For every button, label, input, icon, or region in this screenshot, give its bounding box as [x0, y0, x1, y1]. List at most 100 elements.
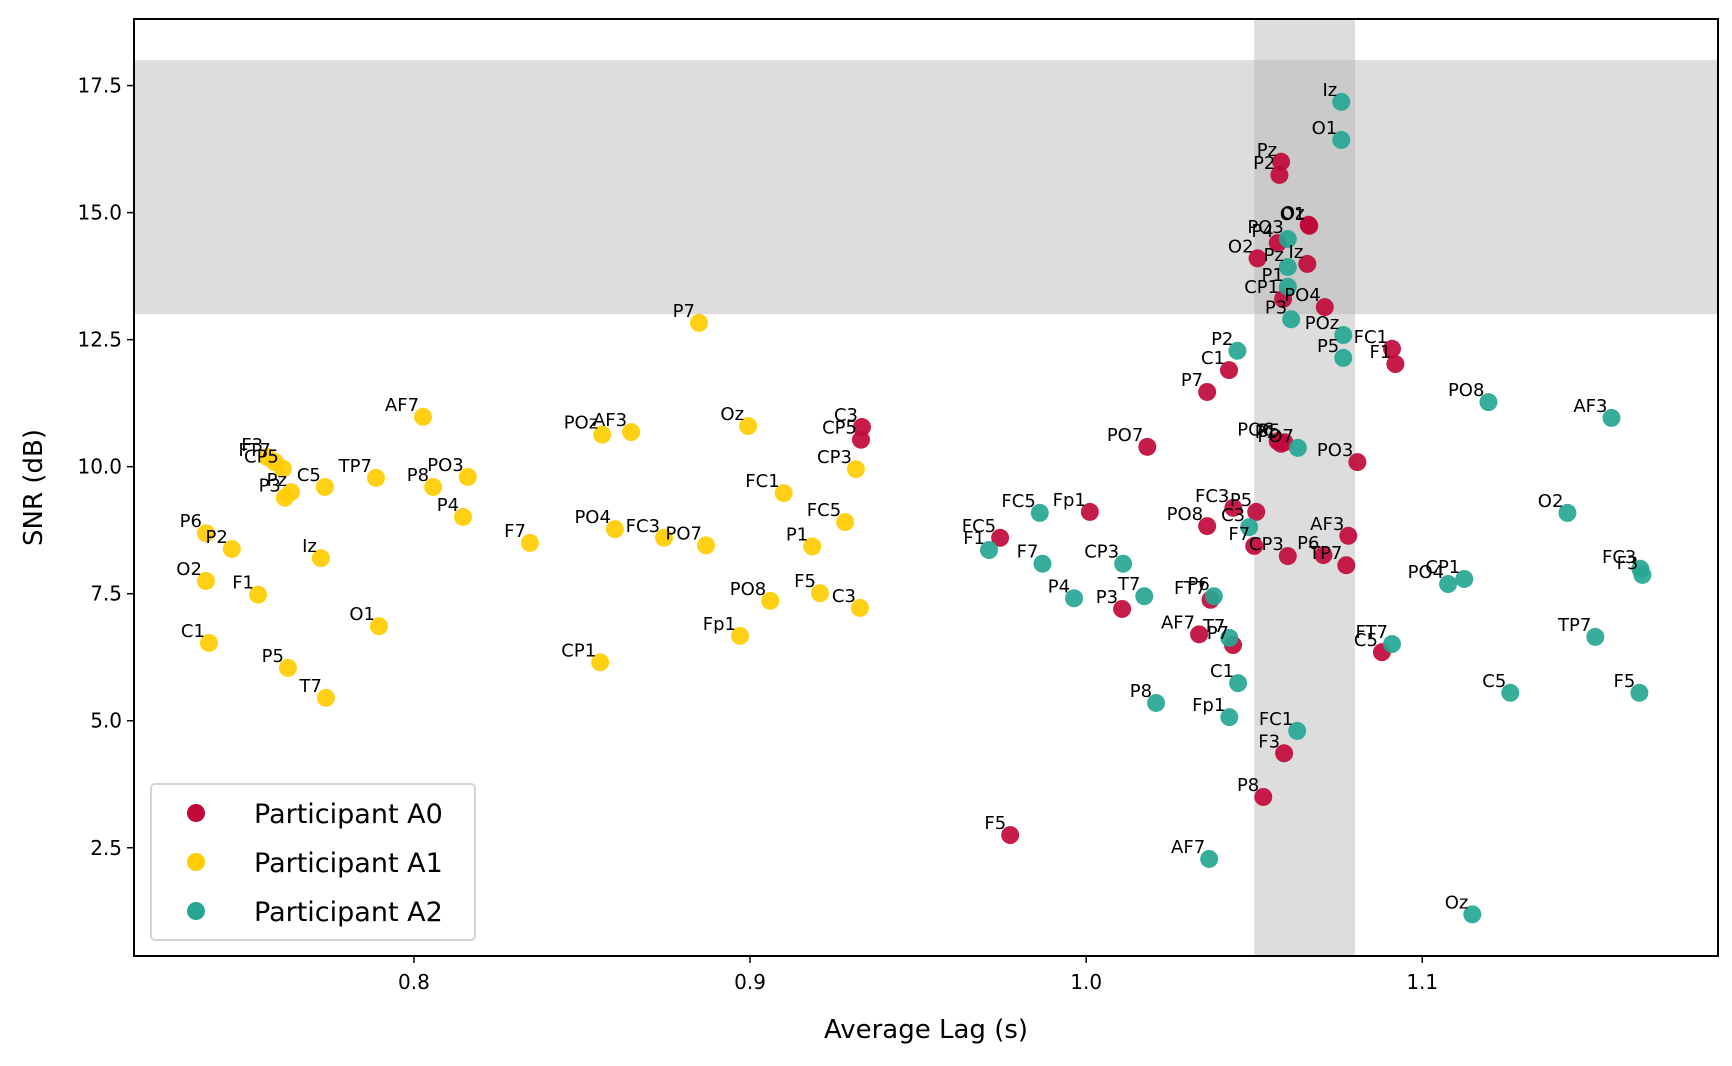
x-axis-ticks: 0.8 0.9 1.0 1.1 — [398, 956, 1438, 994]
point-label: Oz — [1281, 203, 1305, 224]
legend[interactable]: Participant A0 Participant A1 Participant … — [150, 783, 476, 941]
point-label: CP5 — [244, 447, 279, 468]
data-point — [1190, 625, 1209, 644]
y-tick-label: 2.5 — [90, 836, 122, 860]
data-point — [1220, 708, 1239, 727]
data-point — [458, 467, 477, 486]
point-label: T7 — [1117, 574, 1140, 595]
point-label: PO8 — [730, 579, 766, 600]
point-label: TP7 — [1557, 615, 1591, 636]
y-axis-ticks: 2.5 5.0 7.5 10.0 12.5 15.0 17.5 — [77, 74, 134, 860]
point-label: TP7 — [1308, 543, 1342, 564]
data-point — [454, 507, 473, 526]
point-label: C5 — [1482, 671, 1506, 692]
data-point — [1332, 130, 1351, 149]
point-label: AF7 — [1171, 837, 1205, 858]
data-point — [1630, 683, 1649, 702]
point-label: Oz — [720, 404, 744, 425]
point-label: Pz — [1263, 245, 1283, 266]
data-point — [1200, 849, 1219, 868]
legend-label: Participant A0 — [254, 799, 443, 830]
point-label: AF7 — [1161, 612, 1195, 633]
data-point — [1314, 546, 1333, 565]
data-point — [1586, 627, 1605, 646]
point-label: PO4 — [574, 507, 610, 528]
point-label: C5 — [1354, 630, 1378, 651]
data-point — [1204, 587, 1223, 606]
point-label: AF3 — [593, 410, 627, 431]
point-label: CP1 — [561, 640, 596, 661]
data-point — [1247, 502, 1266, 521]
point-label: P7 — [1207, 623, 1229, 644]
point-label: Iz — [1322, 80, 1337, 101]
legend-marker — [187, 902, 205, 920]
x-tick-label: 1.1 — [1406, 970, 1438, 994]
point-label: Fp1 — [1192, 695, 1225, 716]
data-point — [199, 633, 218, 652]
data-point — [1386, 355, 1405, 374]
point-label: O2 — [1538, 491, 1564, 512]
data-point — [1298, 254, 1317, 273]
data-point — [655, 528, 674, 547]
data-point — [851, 430, 870, 449]
data-point — [1337, 556, 1356, 575]
point-label: FT7 — [1356, 622, 1388, 643]
data-point — [1001, 826, 1020, 845]
data-point — [1030, 503, 1049, 522]
data-point — [424, 477, 443, 496]
data-point — [278, 658, 297, 677]
point-label: F5 — [794, 571, 816, 592]
point-label: P3 — [1265, 297, 1287, 318]
data-point — [1439, 575, 1458, 594]
point-label: P5 — [1230, 490, 1252, 511]
y-tick-label: 15.0 — [77, 201, 122, 225]
point-label: FT7 — [238, 440, 270, 461]
point-label: Iz — [1289, 242, 1304, 263]
point-label: Iz — [302, 536, 317, 557]
data-point — [697, 536, 716, 555]
data-point — [1080, 502, 1099, 521]
y-tick-label: 12.5 — [77, 328, 122, 352]
data-point — [196, 524, 215, 543]
data-point — [1198, 382, 1217, 401]
point-label: F5 — [1614, 671, 1636, 692]
point-label: CP3 — [817, 447, 852, 468]
data-point — [1138, 437, 1157, 456]
point-label: P5 — [1317, 336, 1339, 357]
data-point — [850, 598, 869, 617]
point-label: P2 — [1253, 153, 1275, 174]
y-tick-label: 17.5 — [77, 74, 122, 98]
point-label: P5 — [262, 646, 284, 667]
data-point — [803, 537, 822, 556]
x-axis-title: Average Lag (s) — [824, 1015, 1028, 1045]
data-point — [1455, 569, 1474, 588]
point-label: CP3 — [1249, 534, 1284, 555]
point-label: Fp1 — [703, 614, 736, 635]
data-point — [1278, 230, 1297, 249]
point-label: P2 — [205, 527, 227, 548]
legend-label: Participant A2 — [254, 897, 443, 928]
point-label: PO7 — [1257, 426, 1293, 447]
point-label: P4 — [1048, 576, 1070, 597]
point-label: F5 — [984, 813, 1006, 834]
data-point — [1270, 165, 1289, 184]
data-point — [196, 571, 215, 590]
point-label: P7 — [673, 301, 695, 322]
data-point — [273, 459, 292, 478]
data-point — [1248, 249, 1267, 268]
data-point — [316, 688, 335, 707]
data-point — [1463, 905, 1482, 924]
point-label: P1 — [786, 524, 808, 545]
point-label: Pz — [267, 470, 287, 491]
data-point — [991, 528, 1010, 547]
data-point — [1332, 92, 1351, 111]
point-label: C3 — [1221, 505, 1245, 526]
data-point — [315, 477, 334, 496]
data-point — [1113, 599, 1132, 618]
point-label: CP1 — [1244, 277, 1279, 298]
data-point — [1245, 536, 1264, 555]
data-point — [739, 417, 758, 436]
point-label: P6 — [1188, 574, 1210, 595]
point-label: P2 — [1211, 329, 1233, 350]
